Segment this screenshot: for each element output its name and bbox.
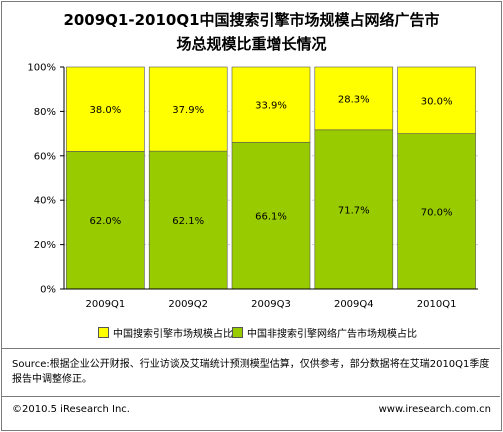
data-label: 30.0% — [421, 96, 453, 107]
bar-search — [66, 66, 145, 152]
y-tick-label: 20% — [34, 240, 56, 251]
bar-search — [231, 66, 311, 143]
legend-label-search: 中国搜索引擎市场规模占比 — [113, 328, 233, 340]
data-label: 62.0% — [90, 216, 122, 227]
x-tick-label: 2009Q3 — [251, 299, 291, 310]
bar-non-search — [66, 151, 145, 290]
data-label: 38.0% — [90, 105, 122, 116]
data-label: 37.9% — [172, 105, 204, 116]
data-label: 62.1% — [172, 216, 204, 227]
data-label: 33.9% — [255, 101, 287, 112]
title-line-1: 2009Q1-2010Q1中国搜索引擎市场规模占网络广告市 — [63, 11, 440, 29]
x-tick-label: 2010Q1 — [417, 299, 457, 310]
x-tick-label: 2009Q4 — [334, 299, 374, 310]
data-label: 66.1% — [255, 212, 287, 223]
bar-search — [314, 66, 394, 131]
data-label: 70.0% — [421, 207, 453, 218]
source-note: Source:根据企业公开财报、行业访谈及艾瑞统计预测模型估算，仅供参考，部分数… — [12, 359, 490, 385]
legend-item-search: 中国搜索引擎市场规模占比 — [98, 325, 233, 340]
divider-bottom — [2, 396, 500, 397]
y-tick-label: 80% — [34, 107, 56, 118]
divider-top — [2, 348, 500, 349]
y-tick-label: 100% — [27, 63, 56, 74]
bar-non-search — [397, 133, 476, 290]
bar-non-search — [314, 129, 394, 290]
bar-non-search — [148, 150, 228, 290]
data-label: 28.3% — [338, 94, 370, 105]
bar-search — [148, 66, 228, 152]
legend-item-non-search: 中国非搜索引擎网络广告市场规模占比 — [232, 325, 417, 340]
copyright: ©2010.5 iResearch Inc. — [12, 404, 130, 415]
bar-search — [397, 66, 476, 134]
chart-title: 2009Q1-2010Q1中国搜索引擎市场规模占网络广告市 场总规模比重增长情况 — [0, 8, 503, 56]
x-tick-label: 2009Q1 — [86, 299, 126, 310]
y-tick-label: 40% — [34, 196, 56, 207]
legend-swatch-non-search — [232, 326, 243, 338]
website: www.iresearch.com.cn — [378, 404, 491, 415]
y-tick-label: 0% — [40, 285, 56, 296]
legend-label-non-search: 中国非搜索引擎网络广告市场规模占比 — [247, 328, 417, 340]
data-label: 71.7% — [338, 205, 370, 216]
y-tick-label: 60% — [34, 151, 56, 162]
title-line-2: 场总规模比重增长情况 — [176, 35, 327, 53]
x-tick-label: 2009Q2 — [168, 299, 208, 310]
legend-swatch-search — [98, 326, 109, 338]
